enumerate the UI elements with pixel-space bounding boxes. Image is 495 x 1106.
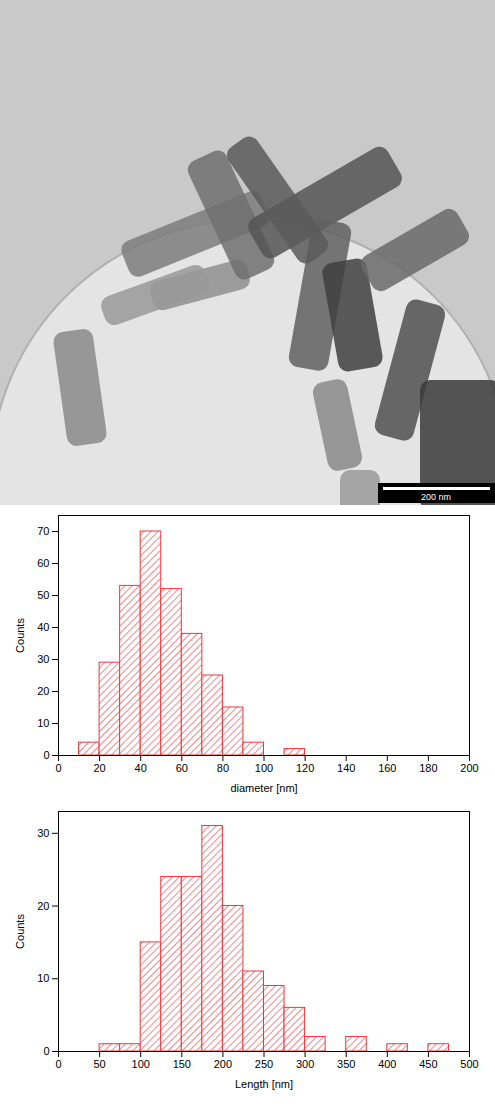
- svg-text:20: 20: [37, 900, 49, 912]
- svg-text:0: 0: [43, 749, 49, 761]
- svg-text:400: 400: [378, 1058, 396, 1070]
- svg-text:140: 140: [337, 762, 355, 774]
- svg-text:300: 300: [296, 1058, 314, 1070]
- svg-text:70: 70: [37, 525, 49, 537]
- svg-text:40: 40: [37, 621, 49, 633]
- svg-text:500: 500: [460, 1058, 478, 1070]
- svg-text:0: 0: [55, 1058, 61, 1070]
- svg-text:20: 20: [37, 685, 49, 697]
- svg-text:180: 180: [419, 762, 437, 774]
- svg-text:30: 30: [37, 827, 49, 839]
- svg-text:60: 60: [37, 557, 49, 569]
- svg-text:200: 200: [460, 762, 478, 774]
- svg-text:80: 80: [217, 762, 229, 774]
- svg-text:200 nm: 200 nm: [421, 492, 451, 502]
- svg-text:50: 50: [37, 589, 49, 601]
- svg-text:350: 350: [337, 1058, 355, 1070]
- svg-text:250: 250: [255, 1058, 273, 1070]
- svg-text:120: 120: [296, 762, 314, 774]
- svg-text:150: 150: [173, 1058, 191, 1070]
- svg-text:Counts: Counts: [14, 914, 26, 949]
- svg-text:200: 200: [214, 1058, 232, 1070]
- svg-text:30: 30: [37, 653, 49, 665]
- svg-text:100: 100: [255, 762, 273, 774]
- svg-text:20: 20: [93, 762, 105, 774]
- svg-text:50: 50: [93, 1058, 105, 1070]
- svg-text:10: 10: [37, 717, 49, 729]
- svg-text:Counts: Counts: [14, 618, 26, 653]
- svg-text:diameter [nm]: diameter [nm]: [230, 782, 297, 794]
- svg-text:160: 160: [378, 762, 396, 774]
- svg-text:0: 0: [55, 762, 61, 774]
- svg-text:40: 40: [135, 762, 147, 774]
- svg-text:60: 60: [176, 762, 188, 774]
- svg-text:Length [nm]: Length [nm]: [235, 1078, 293, 1090]
- svg-text:0: 0: [43, 1045, 49, 1057]
- svg-text:100: 100: [132, 1058, 150, 1070]
- svg-text:10: 10: [37, 972, 49, 984]
- svg-text:450: 450: [419, 1058, 437, 1070]
